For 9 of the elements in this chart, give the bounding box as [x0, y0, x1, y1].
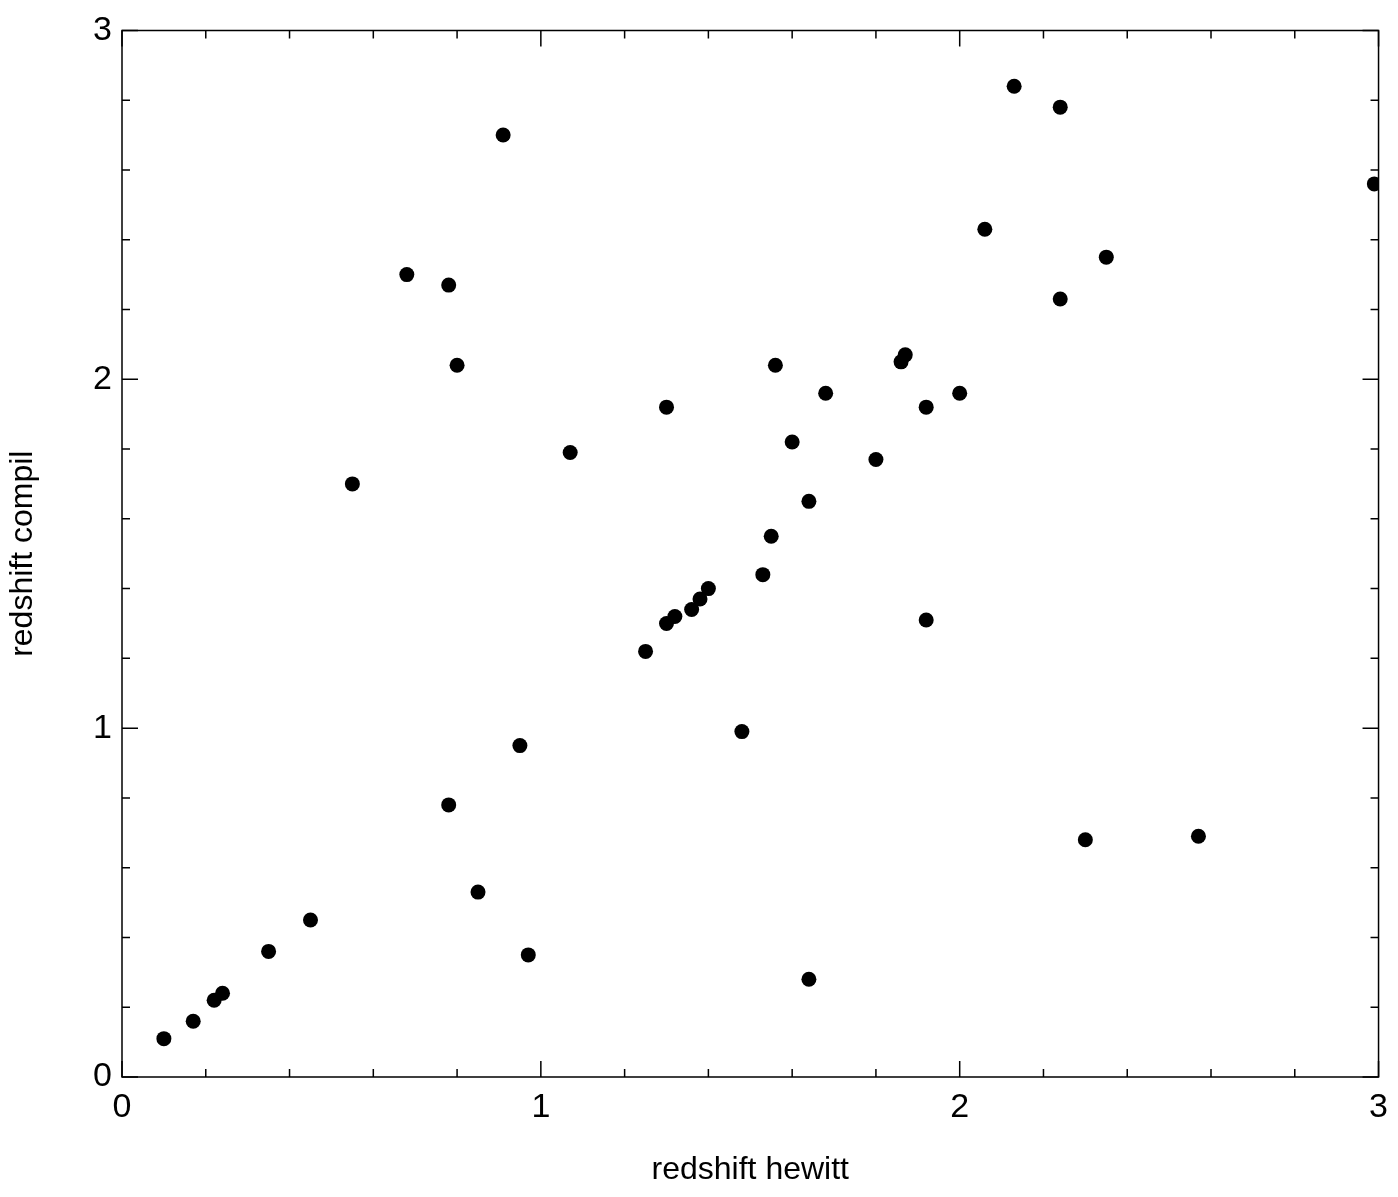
x-tick-label: 2	[950, 1085, 970, 1124]
y-tick-label: 2	[93, 357, 112, 396]
y-axis-title: redshift compil	[3, 450, 40, 657]
y-tick-label: 1	[93, 706, 112, 745]
x-axis-title: redshift hewitt	[651, 1149, 850, 1186]
x-tick-label: 1	[531, 1085, 551, 1124]
y-tick-label: 3	[93, 8, 112, 47]
y-tick-label: 0	[93, 1055, 112, 1094]
x-tick-label: 3	[1369, 1085, 1389, 1124]
